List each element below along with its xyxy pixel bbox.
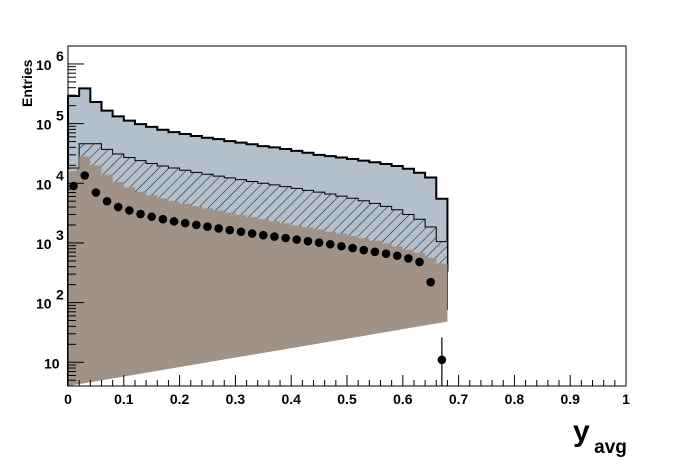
data-point [225,225,235,235]
data-point [102,196,112,206]
y-tick-label-exponent: 4 [56,167,64,183]
data-point [404,254,413,263]
x-tick-label: 0.5 [337,391,357,407]
data-point [247,229,257,238]
series-2 [68,156,448,386]
data-point [147,212,156,222]
data-point [426,277,436,287]
data-point [325,239,335,249]
data-point [370,247,380,257]
data-point [314,238,324,247]
data-point [281,233,290,243]
data-point [437,355,447,365]
x-axis-label-subscript: avg [594,437,627,458]
data-point [392,251,402,261]
x-tick-label: 0.4 [281,391,301,407]
y-tick-label-exponent: 6 [56,48,64,64]
y-tick-label-exponent: 5 [56,108,64,124]
y-tick-label-exponent: 2 [56,287,64,303]
y-tick-label: 10 [36,296,52,312]
data-point [303,236,313,246]
data-point [270,232,279,241]
x-tick-label: 0.8 [505,391,525,407]
x-tick-label: 0.2 [170,391,190,407]
data-point [359,245,369,255]
data-point [214,224,223,233]
series-layer [67,87,449,386]
data-point [381,249,391,259]
data-point [192,220,201,230]
data-point [113,202,123,212]
y-tick-label: 10 [36,117,52,133]
x-tick-label: 0.1 [114,391,134,407]
y-tick-label: 10 [44,355,60,371]
series-2-area [68,156,448,386]
data-point [169,217,179,226]
data-point [203,222,212,232]
y-tick-label: 10 [36,57,52,73]
x-tick-label: 0 [64,391,72,407]
data-point [91,188,101,197]
axis-layer: 0 0.1 0.2 0.3 0.4 0.5 0.6 0.7 0.8 0.9 110102103104… [36,45,630,407]
data-point [80,171,90,180]
data-point [292,235,302,244]
data-point [259,230,268,240]
data-point [136,209,145,219]
data-point [180,218,190,228]
x-tick-label: 1 [622,391,630,407]
data-point [348,243,357,253]
y-axis-label: Entries [19,59,35,107]
x-tick-label: 0.3 [226,391,246,407]
data-point [415,257,424,267]
x-axis-label-main: y [573,415,590,448]
x-tick-label: 0.7 [449,391,469,407]
y-tick-label: 10 [36,236,52,252]
y-tick-label-exponent: 3 [56,227,64,243]
x-tick-label: 0.6 [393,391,413,407]
data-point [337,241,346,251]
x-tick-label: 0.9 [560,391,580,407]
y-tick-label: 10 [36,176,52,192]
data-point [125,206,134,215]
x-axis-label: y avg [573,415,627,458]
data-point [236,227,246,237]
data-point [158,214,168,224]
